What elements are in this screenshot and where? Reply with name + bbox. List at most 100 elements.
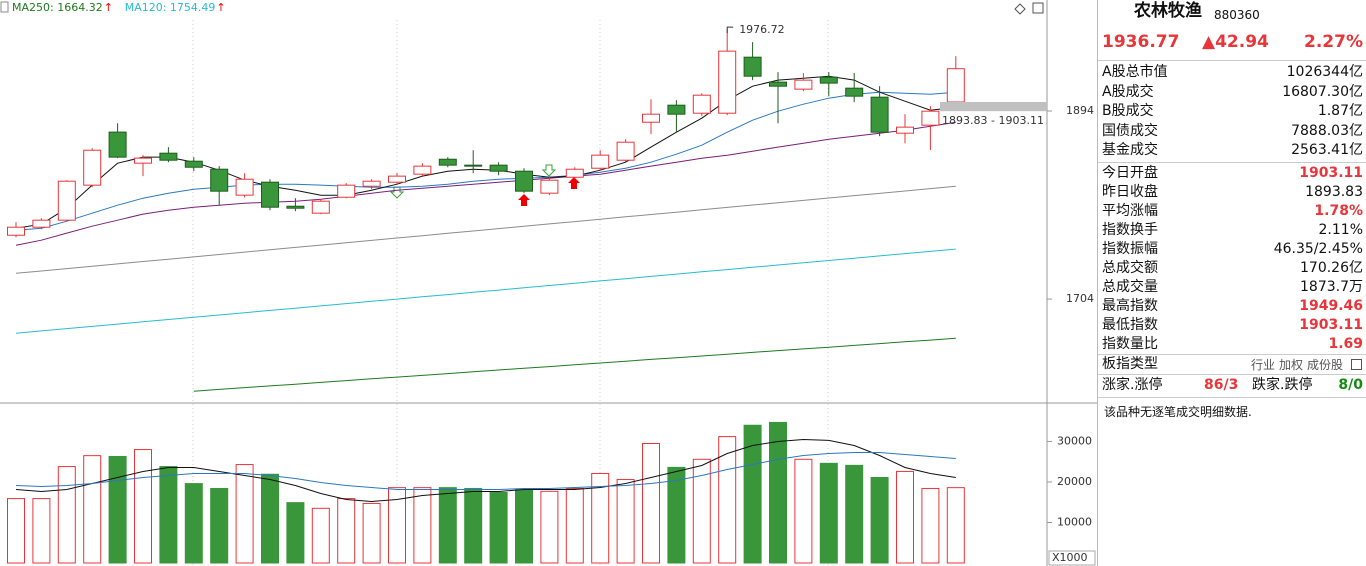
row-label: A股总市值 (1102, 64, 1168, 80)
candle-body (286, 205, 305, 209)
row-label: 指数量比 (1102, 336, 1158, 352)
candle-body (540, 179, 559, 194)
ma-line (15, 121, 956, 246)
breadth-label: 跌家.跌停 (1252, 377, 1313, 393)
candle-body (388, 175, 406, 183)
candle-body (438, 158, 457, 166)
row-label: 基金成交 (1102, 142, 1158, 158)
candle-body (896, 126, 914, 134)
type-option[interactable]: 加权 (1279, 358, 1304, 372)
candle-body (870, 96, 889, 133)
volume-bar (819, 462, 838, 564)
candle-body (591, 154, 610, 169)
indicator-icon[interactable] (0, 1, 9, 13)
type-option[interactable]: 成份股 (1307, 358, 1344, 372)
y-tick-label: 1704 (1066, 292, 1094, 305)
menu-icon[interactable] (1351, 359, 1362, 370)
volume-bar (591, 472, 610, 564)
diamond-button[interactable] (1014, 3, 1026, 15)
buy-signal (568, 177, 580, 189)
row-label: 昨日收盘 (1102, 184, 1158, 200)
candle-body (489, 164, 508, 172)
instrument-name: 农林牧渔 (1134, 1, 1202, 21)
volume-bar (83, 455, 102, 564)
separator (1098, 354, 1366, 355)
volume-bar (743, 424, 762, 564)
candle-body (616, 141, 635, 161)
volume-bar (159, 466, 178, 564)
volume-bar (57, 466, 76, 564)
candle-body (7, 226, 25, 236)
volume-bar (235, 464, 254, 564)
volume-bar (946, 487, 965, 564)
row-label: 指数振幅 (1102, 241, 1158, 257)
candle-body (921, 110, 940, 126)
instrument-code: 880360 (1214, 8, 1260, 22)
candle-body (515, 170, 533, 192)
breadth-value: 8/0 (1338, 377, 1363, 393)
row-value: 16807.30亿 (1282, 83, 1363, 100)
volume-bar (718, 436, 737, 564)
window-button[interactable] (1032, 2, 1044, 14)
candle-body (946, 68, 965, 103)
sell-signal (389, 186, 405, 199)
volume-bar (438, 487, 457, 564)
candle-body (743, 56, 762, 77)
row-value: 1873.7万 (1300, 279, 1363, 295)
volume-bar (489, 492, 508, 564)
volume-bar (565, 487, 584, 564)
quote-panel: 农林牧渔 880360 1936.77 ▲42.94 2.27% A股总市值 1026344… (1097, 0, 1366, 566)
volume-bar (769, 421, 787, 564)
row-label: 国债成交 (1102, 122, 1158, 139)
candle-body (235, 178, 254, 196)
high-pointer (726, 26, 734, 34)
y-tick-label: 10000 (1057, 515, 1092, 528)
candle-body (134, 157, 152, 164)
row-label: 指数换手 (1102, 222, 1158, 238)
volume-bar (32, 498, 51, 564)
ma-line (15, 75, 956, 229)
volume-bar (210, 487, 229, 564)
row-value: 1903.11 (1299, 317, 1363, 333)
volume-bar (413, 487, 432, 564)
volume-bar (362, 502, 381, 564)
volume-bar (616, 479, 635, 564)
ma-line (15, 248, 956, 334)
row-value: 170.26亿 (1300, 260, 1363, 276)
ma-line (15, 452, 956, 490)
candle-body (667, 104, 686, 115)
buy-signal (518, 194, 530, 206)
volume-bar (515, 489, 533, 564)
candle-body (159, 152, 178, 161)
ma-line (193, 337, 956, 392)
volume-bar (261, 473, 279, 564)
change-percent: 2.27% (1304, 32, 1363, 52)
volume-bar (134, 449, 152, 564)
candle-body (413, 165, 432, 175)
breadth-label: 涨家.涨停 (1102, 377, 1163, 393)
indicator-label: MA120: 1754.49 (125, 1, 216, 14)
row-label: 总成交额 (1102, 260, 1158, 276)
high-annotation: 1976.72 (739, 23, 785, 36)
vertical-grid (192, 20, 829, 566)
candle-body (464, 164, 483, 167)
volume-bar (337, 498, 356, 564)
candle-body (57, 180, 76, 221)
volume-bar (286, 502, 305, 564)
volume-bar (692, 458, 711, 564)
row-value: 1.69 (1328, 336, 1363, 352)
ma-line (15, 438, 956, 503)
separator (1098, 397, 1366, 398)
row-value: 1026344亿 (1286, 64, 1363, 80)
sell-signal (541, 164, 557, 177)
range-annotation: 1893.83 - 1903.11 (942, 114, 1044, 127)
type-option[interactable]: 行业 (1251, 358, 1276, 372)
notice: 该品种无逐笔成交明细数据. (1104, 405, 1252, 419)
separator (1098, 60, 1366, 61)
separator (1098, 162, 1366, 163)
candle-body (311, 200, 330, 214)
volume-bar (921, 487, 940, 564)
candle-body (32, 219, 51, 228)
volume-bar (7, 498, 25, 564)
